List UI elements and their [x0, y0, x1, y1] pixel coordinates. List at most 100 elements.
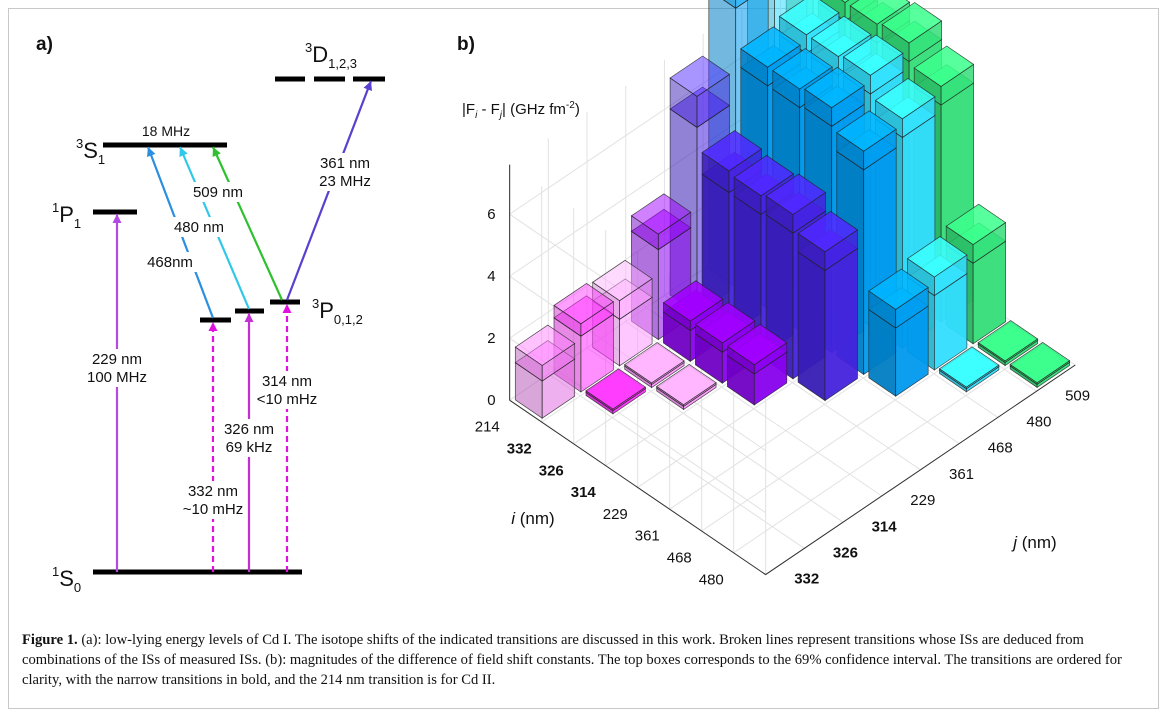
- bar-top: [849, 0, 911, 25]
- bar-top: [701, 130, 763, 172]
- bar-468-509: [977, 320, 1039, 367]
- s1-linewidth-label: 18 MHz: [142, 123, 190, 139]
- bar-top: [585, 368, 647, 410]
- z-tick-label: 6: [487, 206, 495, 223]
- bar-top: [881, 2, 943, 44]
- bar-top: [772, 48, 833, 90]
- arrowhead: [244, 313, 254, 322]
- label-d123: 3D1,2,3: [305, 40, 357, 71]
- i-tick-label: 361: [635, 528, 660, 545]
- transition-label: 361 nm: [320, 155, 370, 172]
- label-s1: 3S1: [76, 136, 105, 167]
- bar-top: [868, 268, 929, 310]
- bar-top: [553, 282, 615, 325]
- panel-b-label: b): [457, 34, 475, 55]
- label-p1: 1P1: [52, 200, 81, 231]
- bar-480-509: [1009, 341, 1071, 389]
- j-tick-label: 480: [1026, 413, 1051, 430]
- energy-level-diagram: a) 1S0 1P1 3S1 3P0,1,2 3D1,2,3 18 MHz 22…: [36, 34, 385, 595]
- bar-top: [874, 77, 936, 120]
- label-p012: 3P0,1,2: [312, 296, 363, 327]
- bar-top: [797, 210, 859, 253]
- j-tick-label: 326: [833, 544, 858, 561]
- bar-top: [804, 66, 865, 109]
- bar-229-361: [797, 210, 859, 402]
- transition-label: 229 nm: [92, 351, 142, 368]
- transition-label: 326 nm: [224, 421, 274, 438]
- bar-top: [726, 323, 788, 366]
- bar-326-314: [656, 363, 717, 411]
- z-tick-label: 2: [487, 330, 495, 347]
- bar-332-326: [585, 368, 647, 415]
- arrowhead: [179, 147, 188, 158]
- i-axis-label: i (nm): [511, 509, 554, 528]
- arrowhead: [208, 322, 218, 331]
- transition-label: 100 MHz: [87, 369, 147, 386]
- j-tick-label: 468: [988, 440, 1013, 457]
- bar-top: [656, 363, 717, 406]
- i-tick-label: 468: [667, 550, 692, 567]
- transition-t314: 314 nm<10 mHz: [252, 304, 322, 572]
- bar-top: [514, 324, 576, 366]
- i-tick-label: 332: [507, 441, 532, 458]
- transition-label: 69 kHz: [226, 439, 273, 456]
- bar-top: [733, 154, 795, 197]
- bar-top: [1009, 341, 1071, 384]
- bar-side: [797, 251, 826, 402]
- i-tick-label: 480: [699, 571, 724, 588]
- transition-t480: 480 nm: [164, 146, 251, 310]
- transition-t332: 332 nm~10 mHz: [178, 322, 248, 572]
- bar-top: [662, 280, 724, 322]
- z-tick-label: 0: [487, 392, 495, 409]
- z-axis-label: |Fi - Fj| (GHz fm-2): [462, 100, 580, 121]
- j-tick-label: 509: [1065, 387, 1090, 404]
- j-tick-label: 332: [794, 571, 819, 588]
- figure-caption: Figure 1. (a): low-lying energy levels o…: [22, 632, 1122, 688]
- bar-top: [842, 34, 904, 76]
- i-tick-label: 214: [475, 419, 500, 436]
- arrowhead: [282, 304, 292, 313]
- bar-214-332: [514, 324, 576, 419]
- bar-top: [765, 173, 827, 215]
- transition-label: 509 nm: [193, 184, 243, 201]
- arrowhead: [112, 214, 122, 223]
- arrowhead: [146, 147, 156, 158]
- bar-top: [945, 203, 1007, 246]
- bar-top: [836, 110, 897, 152]
- transition-label: 314 nm: [262, 373, 312, 390]
- bar-314-229: [726, 323, 788, 406]
- i-tick-label: 326: [539, 462, 564, 479]
- bar-top: [630, 193, 692, 235]
- transition-label: 468nm: [147, 254, 193, 271]
- bar-top: [669, 55, 731, 97]
- j-tick-label: 229: [910, 492, 935, 509]
- transition-t509: 509 nm: [183, 146, 284, 301]
- bar-top: [778, 0, 840, 36]
- bar-361-468: [868, 268, 929, 397]
- bar-top: [840, 0, 850, 3]
- bar-top: [592, 259, 653, 302]
- bar-top: [624, 342, 685, 384]
- bar-top: [913, 45, 975, 87]
- bar-top: [810, 15, 872, 58]
- j-axis-label: j (nm): [1011, 533, 1056, 552]
- arrowhead: [212, 147, 221, 158]
- label-s0: 1S0: [52, 564, 81, 595]
- bar-332-314: [624, 342, 685, 389]
- transition-label: ~10 mHz: [183, 501, 243, 518]
- arrowhead: [363, 81, 372, 92]
- bar-468-480: [938, 346, 1000, 393]
- field-shift-3d-bar-chart: b) |Fi - Fj| (GHz fm-2) 0 2 4 6 214 332 326 314…: [457, 0, 1090, 588]
- bar-side: [723, 0, 737, 9]
- bar-top: [906, 236, 968, 278]
- transition-label: <10 mHz: [257, 391, 317, 408]
- j-tick-label: 361: [949, 466, 974, 483]
- z-tick-label: 4: [487, 268, 495, 285]
- floor-axes: [509, 364, 1076, 576]
- panel-a-label: a): [36, 34, 53, 55]
- j-tick-label: 314: [872, 518, 898, 535]
